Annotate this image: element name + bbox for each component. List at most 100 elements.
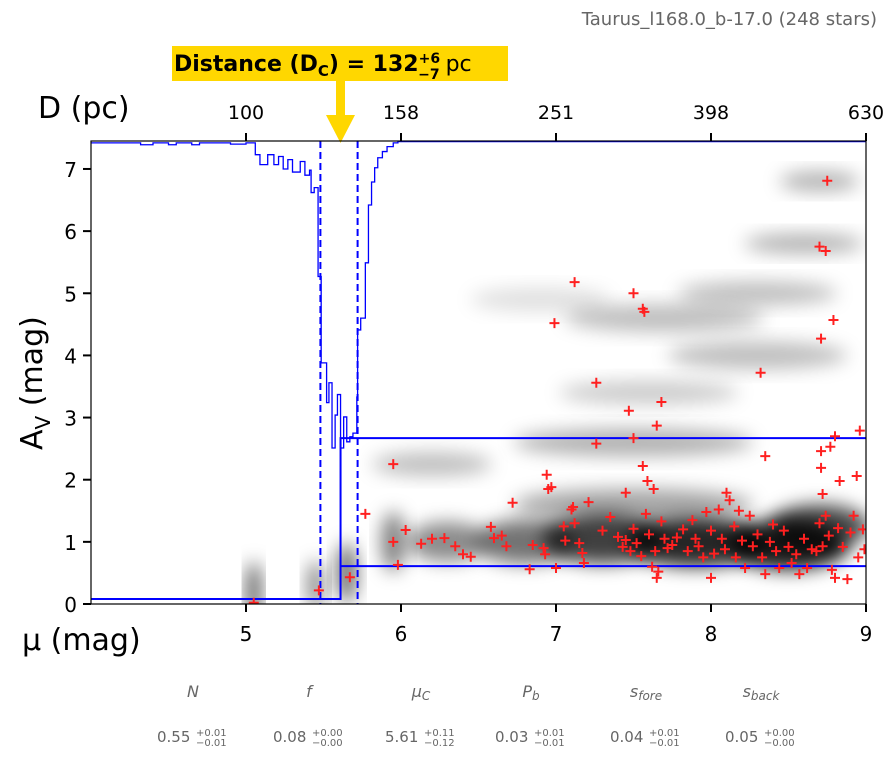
y-tick-label: 7 [64,158,77,182]
star-point [524,564,535,575]
star-point [605,511,616,522]
density-blob [247,561,260,604]
x-tick-label: 5 [240,622,253,646]
star-point [647,561,658,572]
parameter-plus: +0.11 [424,728,455,739]
star-point [416,538,427,549]
density-blob [779,171,860,192]
star-point [617,541,628,552]
star-point [427,533,437,544]
density-blob [559,380,739,405]
star-point [802,562,813,573]
annotation-label: Distance (D [174,52,318,77]
annotation-unit: pc [446,52,472,77]
star-point [313,585,324,596]
svg-text:Distance (DC) = 132+6−7pc: Distance (DC) = 132+6 −7 pc [174,51,472,83]
star-point [837,541,848,552]
star-point [640,508,651,519]
parameter-1: f 0.08 +0.00−0.00 [273,682,343,749]
star-point [830,572,840,583]
x-tick-label: 9 [860,622,873,646]
star-point [392,559,403,570]
star-point [806,544,817,555]
arrow-head [326,115,355,143]
star-point [623,405,634,416]
density-blob [667,341,848,370]
density-blob [470,287,611,312]
top-tick-label: 100 [228,102,264,124]
star-point [465,551,476,562]
star-point [644,529,654,540]
annotation-minus: −7 [418,67,439,83]
parameter-name: μC [411,682,431,703]
star-point [489,533,499,544]
star-point [656,516,667,527]
star-point [706,525,716,536]
star-point [826,564,837,575]
star-point [628,288,639,299]
star-point [558,521,569,532]
parameter-minus: −0.01 [196,738,227,749]
star-point [825,441,836,452]
star-point [854,425,865,436]
star-point [628,433,639,444]
star-point [620,487,631,498]
density-blob [372,452,492,477]
star-point [560,535,571,546]
star-point [642,475,653,486]
star-point [650,546,661,557]
parameter-value: 0.03 [495,728,528,746]
star-point [845,527,856,538]
star-point [501,541,512,552]
x-tick-label: 7 [550,622,563,646]
star-point [744,510,755,521]
y-tick-label: 6 [64,220,77,244]
density-blob [744,233,864,254]
star-point [388,536,399,547]
star-point [783,541,794,552]
star-point [690,533,701,544]
star-point [822,175,833,186]
y-tick-label: 5 [64,282,77,306]
parameter-name: sback [743,682,781,703]
parameter-name: f [306,682,314,701]
star-point [344,572,355,583]
star-point [816,446,827,457]
star-point [799,533,809,544]
parameter-0: N 0.55 +0.01−0.01 [157,682,227,749]
star-point [747,541,758,552]
star-point [639,306,650,317]
parameter-value: 0.08 [273,728,306,746]
density-blob [513,488,754,521]
star-point [507,497,518,508]
parameter-name: N [187,682,199,701]
star-point [724,495,735,506]
star-point [597,525,608,536]
annotation-box [172,46,508,81]
star-point [248,597,259,604]
y-tick-label: 4 [64,344,77,368]
arrow-shaft [336,81,345,116]
star-point [716,533,727,544]
star-point [540,549,551,560]
star-point [778,525,789,536]
star-point [574,538,585,549]
parameter-plus: +0.01 [196,728,227,739]
star-point [721,487,732,498]
star-point [620,534,631,545]
star-point [828,314,839,325]
star-point [569,277,580,288]
star-point [636,551,647,562]
star-point [755,367,766,378]
star-point [817,541,828,552]
star-point [760,451,771,462]
star-point [591,438,602,449]
star-point [450,541,461,552]
distance-annotation: Distance (DC) = 132+6 −7 pc [172,46,508,143]
star-point [566,504,577,515]
star-point [682,546,693,557]
density-blob [564,304,765,333]
y-tick-label: 0 [64,593,77,617]
star-point [577,548,588,559]
